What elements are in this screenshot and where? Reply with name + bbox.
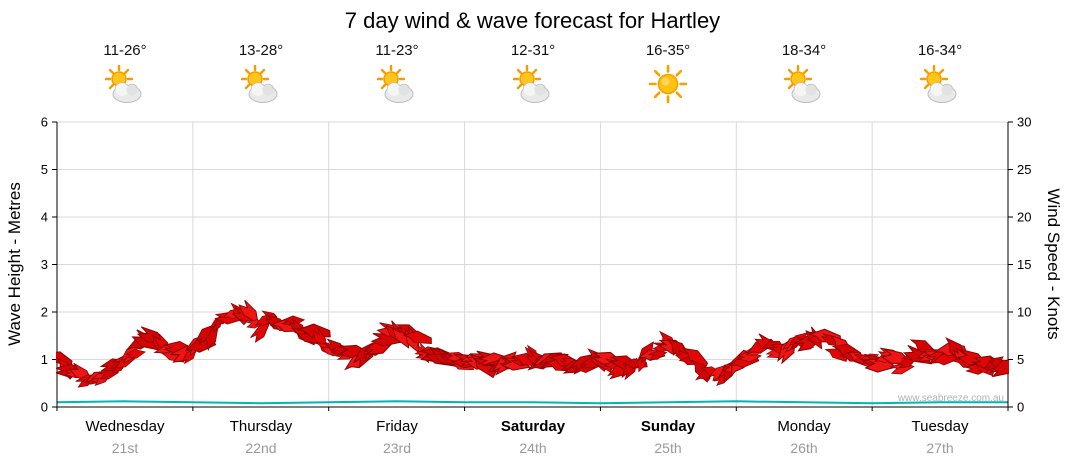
- day-name: Tuesday: [911, 418, 969, 435]
- day-label-group: Tuesday 27th: [880, 417, 1000, 456]
- svg-text:5: 5: [1017, 352, 1024, 367]
- temperature-range: 18-34°: [781, 42, 827, 59]
- wave-height-line: [56, 400, 1008, 405]
- wind-arrow: [238, 299, 259, 325]
- gridlines: [57, 121, 1008, 407]
- sun-cloud-icon-slot: [473, 64, 593, 110]
- wind-arrow: [338, 344, 369, 359]
- sun-cloud-icon: [104, 64, 142, 103]
- svg-text:6: 6: [41, 115, 48, 130]
- day-date: 21st: [111, 440, 139, 456]
- sun-cloud-icon: [919, 64, 957, 103]
- right-axis-title: Wind Speed - Knots: [1044, 188, 1063, 340]
- svg-text:0: 0: [41, 400, 48, 415]
- svg-text:15: 15: [1017, 257, 1031, 272]
- day-label-group: Wednesday 21st: [65, 417, 185, 456]
- sun-cloud-icon: [376, 64, 414, 103]
- svg-text:4: 4: [41, 210, 48, 225]
- day-forecast-header: 11-23°: [337, 42, 457, 110]
- day-label-group: Friday 23rd: [337, 417, 457, 456]
- sun-cloud-icon-slot: [201, 64, 321, 110]
- sun-cloud-icon-slot: [744, 64, 864, 110]
- day-forecast-header: 16-34°: [880, 42, 1000, 110]
- svg-text:30: 30: [1017, 115, 1031, 130]
- svg-text:3: 3: [41, 257, 48, 272]
- page-title: 7 day wind & wave forecast for Hartley: [344, 8, 721, 33]
- day-name: Saturday: [500, 418, 566, 435]
- svg-text:2: 2: [41, 305, 48, 320]
- sun-icon-slot: [608, 64, 728, 110]
- day-date: 26th: [790, 440, 818, 456]
- day-date: 25th: [654, 440, 682, 456]
- left-axis-title: Wave Height - Metres: [5, 182, 24, 346]
- sun-cloud-icon-slot: [337, 64, 457, 110]
- day-name: Wednesday: [85, 418, 165, 435]
- svg-text:25: 25: [1017, 162, 1031, 177]
- svg-text:20: 20: [1017, 210, 1031, 225]
- day-date: 24th: [519, 440, 547, 456]
- axis-ticks: 0 1 2 3 4 5 6 0 5 10 15 20 25 30: [41, 115, 1032, 415]
- watermark: www.seabreeze.com.au: [897, 393, 1004, 404]
- temperature-range: 13-28°: [238, 42, 284, 59]
- day-forecast-header: 12-31°: [473, 42, 593, 110]
- day-forecast-header: 16-35°: [608, 42, 728, 110]
- svg-text:10: 10: [1017, 305, 1031, 320]
- wind-arrow-band: [56, 299, 1009, 388]
- wind-arrow: [989, 359, 1009, 378]
- temperature-range: 16-34°: [917, 42, 963, 59]
- sun-cloud-icon: [240, 64, 278, 103]
- temperature-range: 11-26°: [103, 42, 147, 59]
- wind-arrow: [402, 330, 432, 344]
- day-date: 22nd: [245, 440, 277, 456]
- svg-text:1: 1: [41, 352, 48, 367]
- sun-cloud-icon-slot: [880, 64, 1000, 110]
- day-date: 27th: [926, 440, 954, 456]
- day-forecast-header: 11-26°: [65, 42, 185, 110]
- temperature-range: 11-23°: [375, 42, 419, 59]
- day-date: 23rd: [382, 440, 412, 456]
- sun-cloud-icon: [512, 64, 550, 103]
- day-label-group: Monday 26th: [744, 417, 864, 456]
- day-name: Monday: [777, 418, 831, 435]
- day-forecast-header: 13-28°: [201, 42, 321, 110]
- sun-icon: [648, 64, 688, 104]
- svg-text:0: 0: [1017, 400, 1024, 415]
- day-label-group: Thursday 22nd: [201, 417, 321, 456]
- day-name: Thursday: [229, 418, 293, 435]
- day-forecast-header: 18-34°: [744, 42, 864, 110]
- wind-arrow: [250, 322, 271, 343]
- day-label-group: Saturday 24th: [473, 417, 593, 456]
- temperature-range: 12-31°: [510, 42, 556, 59]
- temperature-range: 16-35°: [645, 42, 691, 59]
- day-name: Friday: [376, 418, 418, 435]
- day-label-group: Sunday 25th: [608, 417, 728, 456]
- sun-cloud-icon-slot: [65, 64, 185, 110]
- svg-text:5: 5: [41, 162, 48, 177]
- wind-arrow: [125, 349, 147, 359]
- day-name: Sunday: [640, 418, 696, 435]
- sun-cloud-icon: [783, 64, 821, 103]
